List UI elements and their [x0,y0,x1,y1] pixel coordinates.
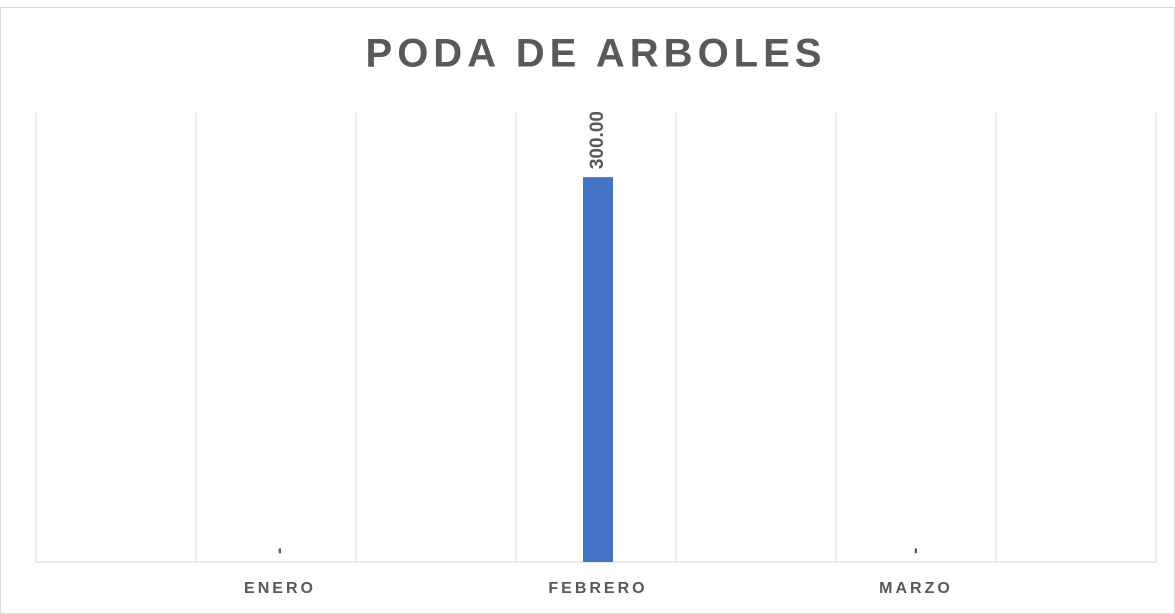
data-label: - [269,548,290,554]
chart-title: PODA DE ARBOLES [366,32,827,76]
x-tick-label: MARZO [879,580,953,597]
x-tick-label: ENERO [244,580,316,597]
data-label: - [905,548,926,554]
bar [583,177,613,562]
x-tick-label: FEBRERO [548,580,647,597]
data-label: 300.00 [587,111,608,169]
